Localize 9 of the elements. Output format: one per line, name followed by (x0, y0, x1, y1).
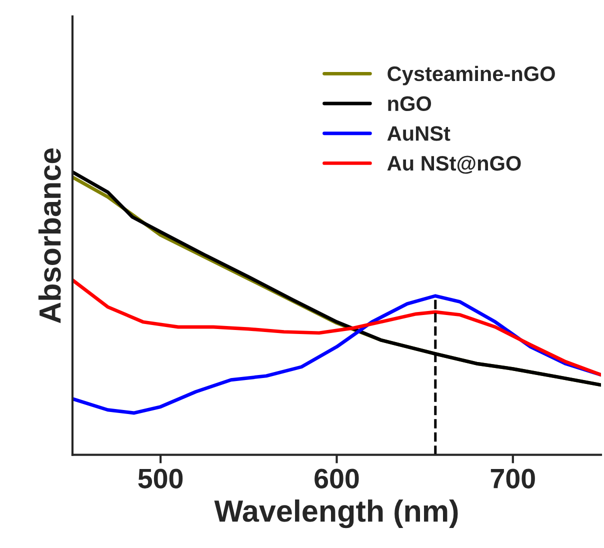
y-axis-title: Absorbance (38, 148, 61, 324)
legend-label: Au NSt@nGO (387, 156, 521, 174)
x-tick-label: 500 (138, 468, 183, 488)
legend-label: nGO (388, 96, 432, 112)
x-axis-title: Wavelength (nm) (214, 499, 458, 528)
legend-label: AuNSt (387, 126, 450, 141)
x-tick-label: 600 (314, 468, 359, 488)
x-tick-label: 700 (490, 468, 535, 488)
legend-label: Cysteamine-nGO (388, 66, 555, 86)
